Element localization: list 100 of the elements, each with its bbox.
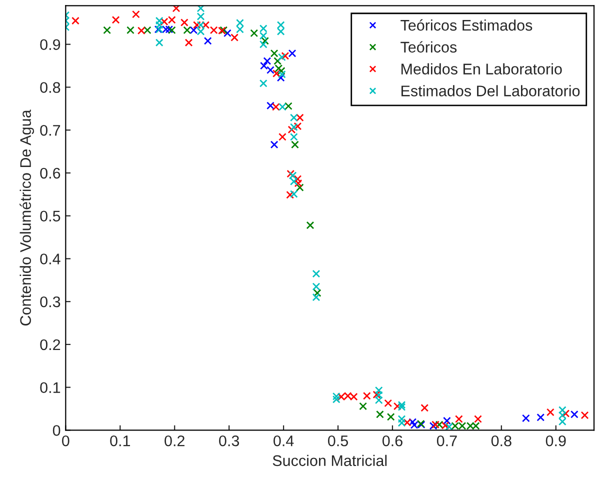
point: [408, 418, 417, 426]
point: [291, 140, 299, 149]
y-tick-label: 0.7: [40, 124, 60, 136]
point: [236, 25, 244, 34]
point: [126, 26, 134, 34]
x-tick-label: 0.6: [382, 435, 402, 446]
legend-label: Teóricos: [400, 41, 457, 53]
point: [376, 410, 384, 418]
point: [290, 132, 298, 141]
x-tick-label: 0.2: [164, 435, 184, 446]
point: [558, 406, 566, 414]
point: [398, 418, 406, 427]
x-tick-label: 0.3: [219, 435, 240, 446]
point: [165, 25, 174, 34]
point: [441, 422, 450, 430]
point: [284, 102, 292, 110]
legend-label: Estimados Del Laboratorio: [402, 85, 580, 96]
point: [72, 16, 80, 25]
point: [332, 392, 340, 400]
point: [266, 66, 274, 74]
point: [277, 66, 286, 75]
point: [278, 70, 286, 78]
point: [272, 102, 280, 111]
point: [270, 49, 278, 58]
x-axis-title: Succion Matricial: [272, 454, 387, 466]
point: [312, 282, 320, 291]
point: [274, 64, 283, 72]
point: [190, 26, 198, 34]
x-tick-label: 0: [62, 435, 70, 446]
point: [546, 408, 554, 416]
point: [180, 18, 188, 26]
point: [278, 132, 286, 141]
point: [137, 26, 146, 35]
y-tick-label: 0.9: [40, 39, 60, 50]
point: [184, 38, 193, 47]
y-tick-label: 0.8: [40, 82, 60, 93]
point: [259, 40, 268, 48]
point: [290, 178, 298, 186]
point: [294, 122, 302, 130]
y-tick-label: 0.2: [40, 339, 60, 350]
point: [296, 114, 304, 122]
point: [445, 422, 454, 430]
y-axis-title: Contenido Volumétrico De Agua: [20, 110, 34, 326]
point: [259, 79, 268, 88]
point: [132, 10, 140, 18]
point: [274, 57, 282, 65]
point: [276, 74, 285, 82]
point: [204, 36, 212, 45]
point: [290, 123, 298, 132]
point: [288, 126, 296, 134]
point: [223, 29, 232, 38]
point: [432, 420, 440, 429]
point: [103, 26, 112, 34]
point: [259, 24, 268, 32]
point: [420, 404, 429, 412]
point: [276, 21, 285, 29]
x-tick-label: 0.7: [436, 435, 457, 446]
point: [259, 32, 268, 40]
point: [435, 420, 444, 429]
point: [558, 411, 566, 420]
point: [272, 70, 280, 78]
point: [522, 414, 530, 422]
x-tick-label: 0.9: [546, 435, 566, 446]
point: [290, 190, 298, 198]
y-tick-label: 0: [52, 425, 60, 436]
point: [286, 190, 294, 199]
point: [263, 57, 272, 65]
point: [143, 26, 152, 34]
point: [398, 403, 406, 411]
point: [250, 29, 258, 38]
point: [398, 400, 406, 409]
point: [386, 412, 395, 421]
point: [155, 38, 164, 47]
point: [168, 26, 176, 34]
y-tick-label: 0.6: [40, 168, 60, 179]
point: [278, 102, 286, 111]
point: [312, 293, 320, 302]
point: [294, 175, 302, 183]
point: [374, 396, 383, 404]
point: [196, 6, 205, 12]
point: [474, 415, 482, 424]
point: [294, 179, 302, 188]
point: [278, 53, 286, 62]
y-tick-label: 0.1: [40, 382, 60, 394]
point: [155, 21, 164, 29]
point: [443, 416, 451, 425]
point: [306, 221, 314, 230]
point: [230, 34, 238, 42]
point: [403, 418, 412, 426]
point: [270, 140, 278, 149]
point: [332, 395, 340, 404]
y-tick-label: 0.3: [40, 296, 60, 308]
point: [290, 114, 298, 122]
point: [196, 21, 205, 29]
point: [580, 411, 589, 420]
point: [296, 184, 304, 192]
point: [276, 28, 285, 36]
point: [288, 49, 296, 58]
point: [558, 418, 566, 426]
point: [359, 402, 368, 410]
